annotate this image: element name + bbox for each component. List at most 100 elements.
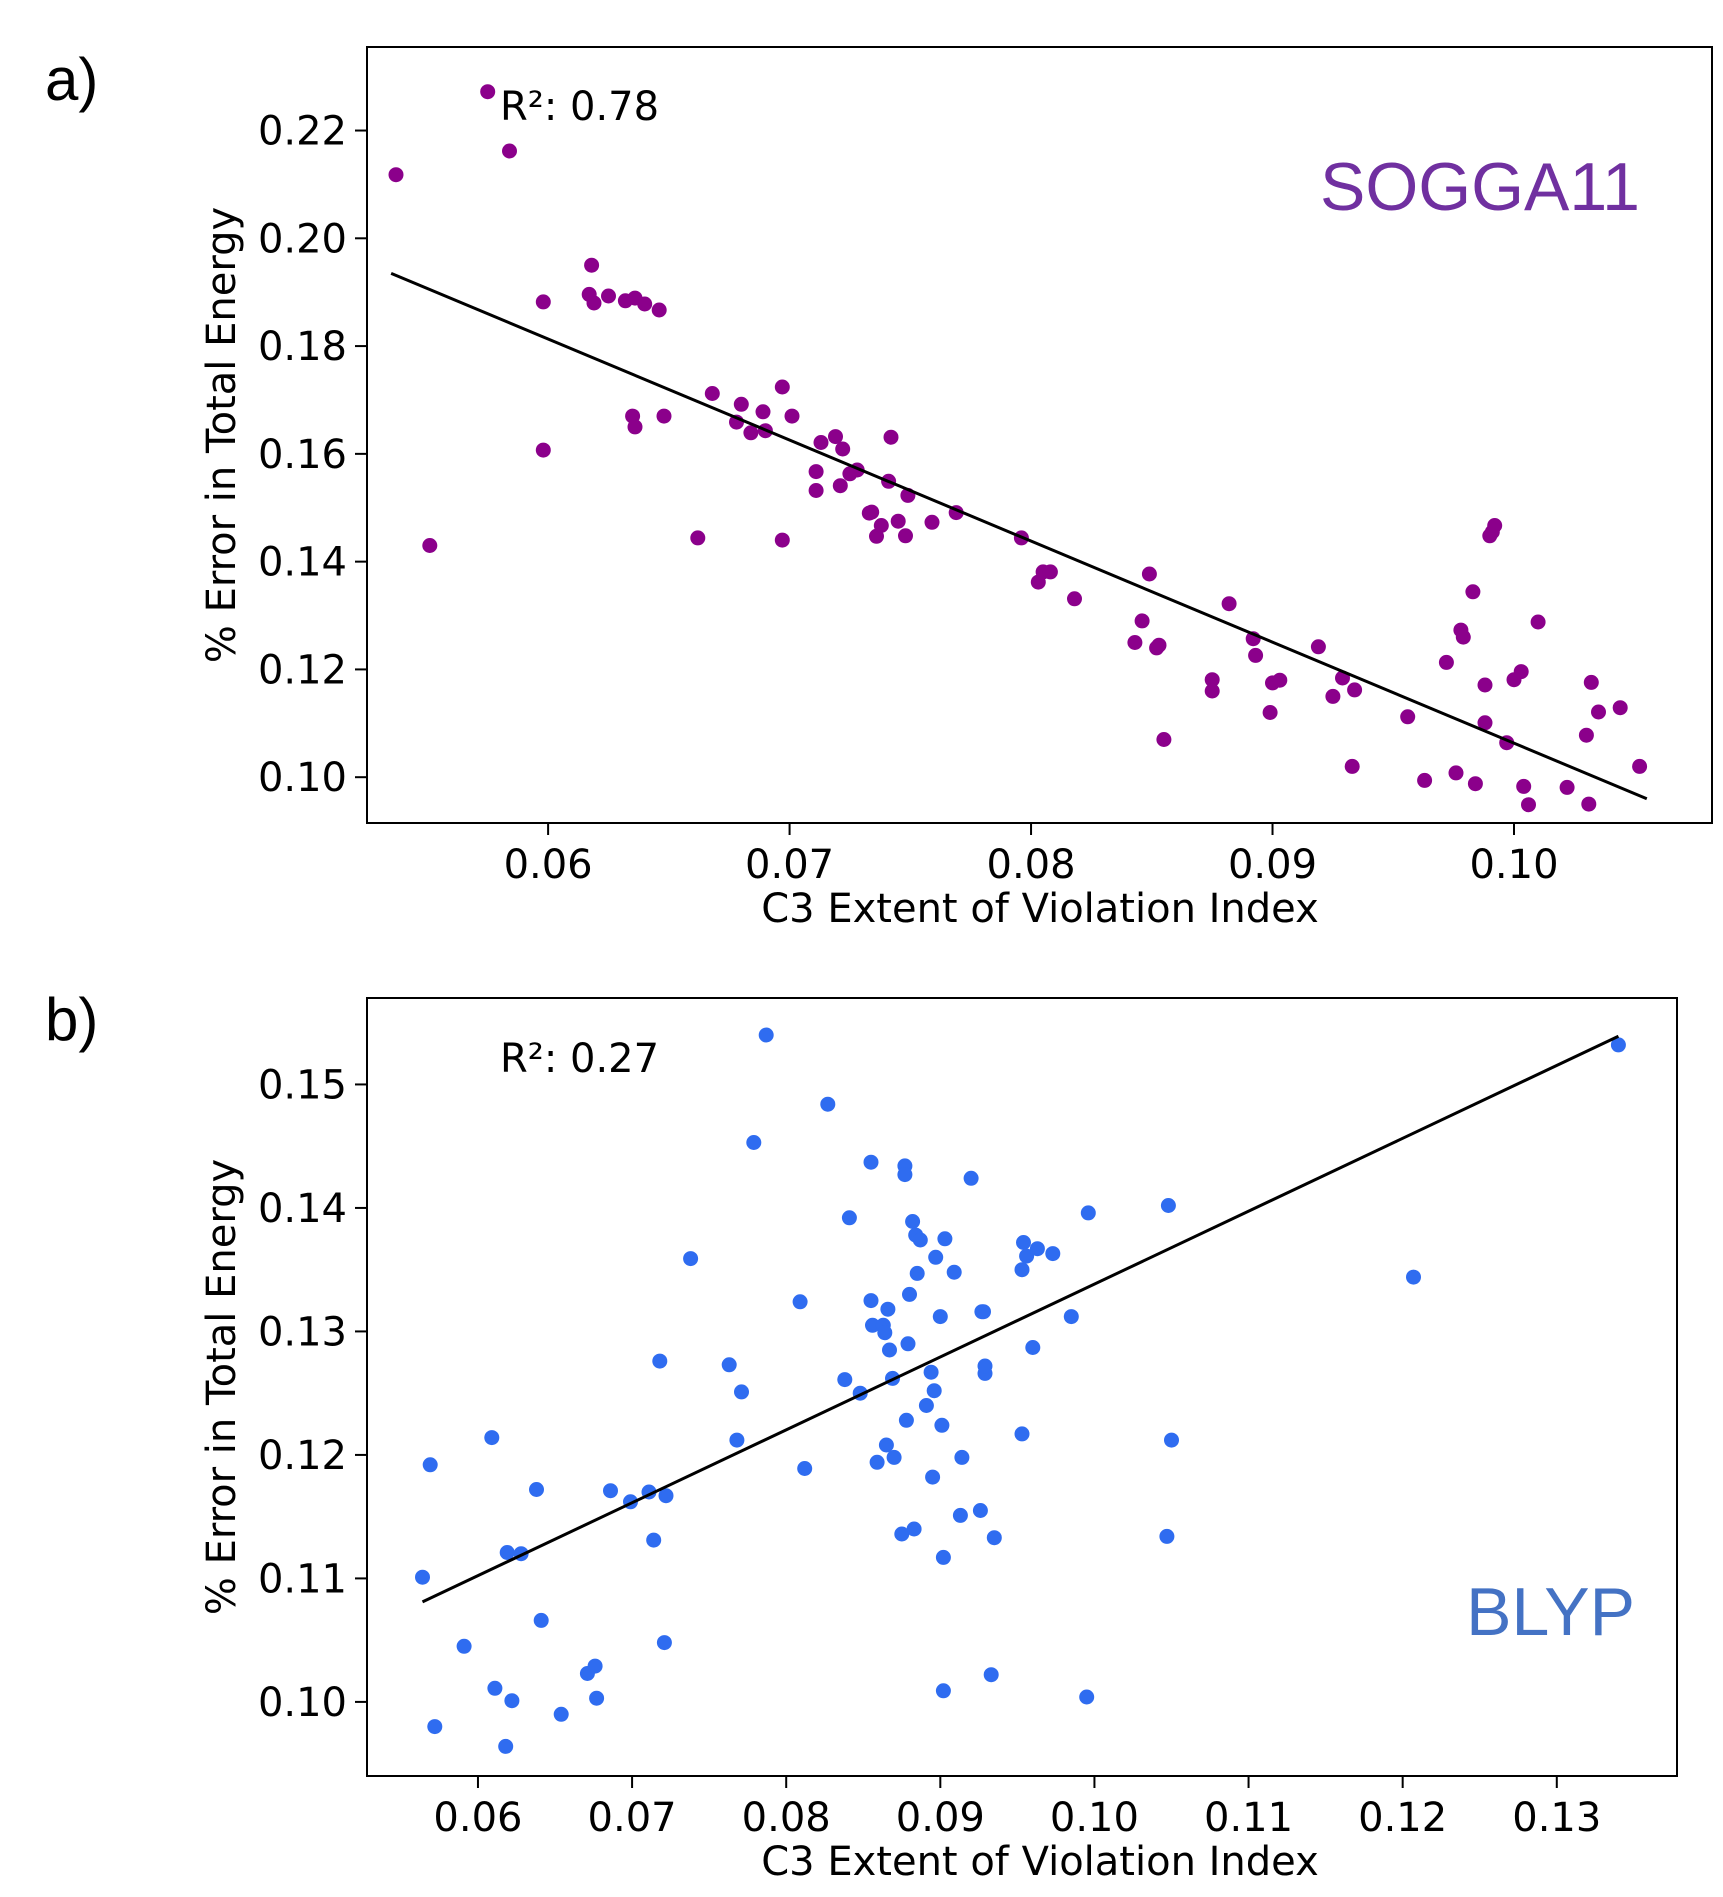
panel-a-x-axis-title: C3 Extent of Violation Index <box>761 886 1319 932</box>
panel-b-point-65 <box>935 1683 951 1699</box>
panel-a-point-52 <box>1134 613 1150 629</box>
panel-a-point-88 <box>1530 614 1546 630</box>
panel-b-point-56 <box>912 1232 928 1248</box>
panel-a-point-82 <box>1487 518 1503 533</box>
panel-b-point-43 <box>882 1342 897 1358</box>
panel-b-point-45 <box>886 1449 902 1465</box>
panel-a-point-95 <box>1632 758 1648 774</box>
panel-b-point-42 <box>880 1301 896 1317</box>
panel-a-point-65 <box>1310 639 1326 655</box>
panel-a-point-71 <box>1417 772 1433 788</box>
panel-a-point-73 <box>1448 765 1464 781</box>
panel-b-point-28 <box>758 1027 774 1043</box>
panel-b-point-64 <box>935 1549 951 1565</box>
panel-b-point-29 <box>792 1294 808 1310</box>
panel-a-point-51 <box>1127 635 1143 650</box>
panel-b-y-axis-title: % Error in Total Energy <box>199 1159 245 1615</box>
panel-a-point-38 <box>873 518 889 533</box>
panel-a-point-49 <box>1042 564 1058 580</box>
panel-b-point-1 <box>422 1457 438 1473</box>
panel-a-point-56 <box>1156 732 1172 747</box>
panel-a-point-62 <box>1262 705 1278 720</box>
panel-a-x-ticks: 0.06 0.07 0.08 0.09 0.10 <box>504 823 1559 888</box>
panel-a-point-13 <box>651 302 667 318</box>
panel-b-y-tick-label-1: 0.11 <box>258 1556 347 1602</box>
panel-a-point-94 <box>1612 700 1628 716</box>
panel-b-point-81 <box>1019 1248 1035 1264</box>
panel-b-point-88 <box>1159 1528 1175 1544</box>
panel-b-point-5 <box>487 1680 503 1696</box>
panel-b-point-73 <box>976 1304 991 1320</box>
panel-b-x-tick-label-1: 0.07 <box>588 1795 677 1841</box>
panel-b-x-tick-label-5: 0.11 <box>1204 1795 1293 1841</box>
panel-b-point-24 <box>721 1357 737 1373</box>
panel-b-point-11 <box>533 1612 549 1628</box>
panel-a-method-label: SOGGA11 <box>1320 149 1640 225</box>
panel-b-point-2 <box>427 1719 443 1735</box>
panel-b-point-51 <box>902 1286 917 1302</box>
panel-b-points <box>415 1027 1626 1754</box>
panel-b-x-tick-label-3: 0.09 <box>896 1795 985 1841</box>
panel-a-r2-label: R²: 0.78 <box>500 84 659 130</box>
panel-b-point-90 <box>1164 1432 1179 1448</box>
panel-a-point-90 <box>1578 727 1594 743</box>
panel-a: a) 0.06 0.07 0.08 0.09 0.10 0.10 0.12 0.14 0.16… <box>45 46 1713 932</box>
panel-b-label: b) <box>45 986 98 1053</box>
panel-a-point-18 <box>704 386 720 401</box>
panel-a-points <box>388 84 1648 813</box>
panel-b-point-32 <box>837 1372 853 1388</box>
panel-a-point-92 <box>1583 674 1599 690</box>
panel-a-y-tick-label-3: 0.16 <box>258 432 347 478</box>
panel-a-y-tick-label-4: 0.18 <box>258 324 347 370</box>
panel-b-point-80 <box>1016 1235 1031 1250</box>
panel-b-point-83 <box>1029 1241 1045 1257</box>
panel-a-x-tick-label-3: 0.09 <box>1228 842 1317 888</box>
panel-a-point-42 <box>898 528 913 544</box>
panel-a-point-68 <box>1344 758 1360 774</box>
panel-a-point-75 <box>1455 629 1471 645</box>
panel-b-point-50 <box>900 1336 916 1352</box>
panel-b-point-84 <box>1045 1246 1061 1262</box>
panel-b-point-62 <box>932 1309 948 1325</box>
panel-a-point-36 <box>864 504 880 520</box>
panel-a-point-58 <box>1204 683 1220 699</box>
panel-b-point-4 <box>484 1430 500 1446</box>
panel-a-y-tick-label-0: 0.10 <box>258 755 347 801</box>
panel-a-y-tick-label-6: 0.22 <box>258 109 347 155</box>
panel-a-fit-line <box>390 271 1648 801</box>
panel-a-point-30 <box>828 429 843 445</box>
panel-b-fit-line <box>421 1034 1620 1604</box>
panel-a-y-tick-label-2: 0.14 <box>258 540 347 586</box>
panel-b-x-ticks: 0.06 0.07 0.08 0.09 0.10 0.11 0.12 0.13 <box>433 1776 1601 1841</box>
panel-b: b) 0.06 0.07 0.08 0.09 0.10 0.11 0.12 0.13 0.10… <box>45 986 1678 1885</box>
panel-b-point-27 <box>746 1135 762 1150</box>
panel-b-y-tick-label-5: 0.15 <box>258 1062 347 1108</box>
panel-a-x-tick-label-1: 0.07 <box>745 842 834 888</box>
panel-b-point-77 <box>986 1530 1002 1546</box>
panel-b-r2-label: R²: 0.27 <box>500 1036 659 1082</box>
panel-b-point-79 <box>1014 1426 1030 1442</box>
panel-b-point-78 <box>1014 1262 1030 1278</box>
panel-b-point-55 <box>909 1265 925 1281</box>
panel-b-point-75 <box>977 1358 993 1374</box>
panel-b-x-tick-label-2: 0.08 <box>742 1795 831 1841</box>
panel-b-point-26 <box>734 1384 749 1400</box>
panel-b-y-tick-label-2: 0.12 <box>258 1433 347 1479</box>
panel-b-point-63 <box>934 1417 950 1433</box>
panel-b-point-91 <box>1406 1269 1421 1285</box>
panel-b-point-57 <box>918 1398 934 1413</box>
panel-b-point-31 <box>820 1096 836 1112</box>
panel-a-point-31 <box>832 478 848 494</box>
panel-a-point-91 <box>1581 796 1597 812</box>
panel-a-point-21 <box>743 425 759 441</box>
panel-b-point-70 <box>963 1170 979 1186</box>
panel-b-point-66 <box>937 1231 953 1247</box>
panel-a-y-ticks: 0.10 0.12 0.14 0.16 0.18 0.20 0.22 <box>258 109 367 801</box>
panel-b-y-tick-label-4: 0.14 <box>258 1186 347 1232</box>
panel-a-point-53 <box>1141 566 1157 582</box>
panel-b-x-tick-label-0: 0.06 <box>433 1795 522 1841</box>
panel-a-point-79 <box>1477 715 1493 731</box>
panel-b-point-67 <box>946 1264 962 1280</box>
panel-b-point-60 <box>926 1383 942 1399</box>
